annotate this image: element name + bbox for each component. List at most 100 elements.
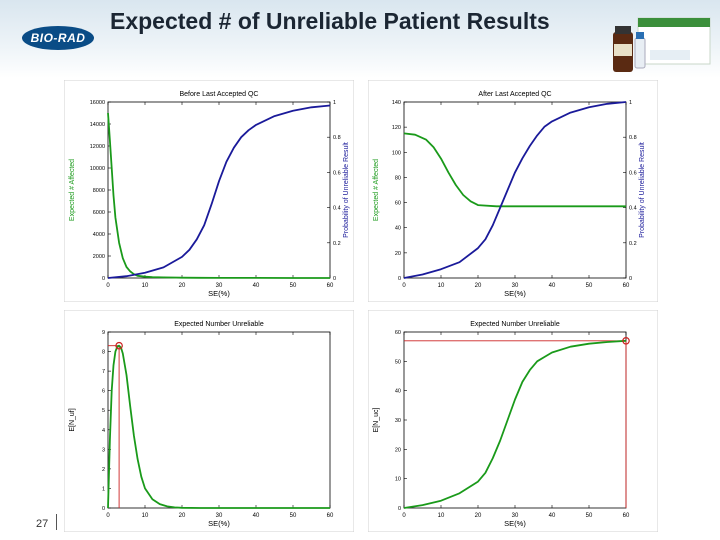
x-tick-label: 10 (142, 513, 149, 519)
y-tick-label: 16000 (90, 100, 105, 106)
chart-title: Expected Number Unreliable (470, 321, 560, 328)
chart-expected-number-unreliable-left: Expected Number Unreliable 0 10 20 30 40 50 60 S… (64, 310, 354, 532)
y-tick-label: 6 (102, 389, 105, 395)
y-tick-label: 4 (102, 428, 105, 434)
x-tick-label: 10 (438, 283, 445, 289)
y-tick-label: 14000 (90, 122, 105, 128)
y2-tick-label: 0.4 (333, 206, 341, 212)
x-tick-label: 0 (106, 283, 110, 289)
y-tick-label: 4000 (93, 232, 105, 238)
y-tick-label: 10 (395, 477, 401, 483)
probability-series-line (107, 104, 331, 279)
x-tick-label: 30 (216, 283, 223, 289)
x-tick-label: 20 (475, 283, 482, 289)
y2-tick-label: 0 (629, 276, 632, 282)
x-tick-label: 0 (402, 513, 406, 519)
max-point-marker (622, 336, 630, 345)
x-tick-label: 30 (512, 513, 519, 519)
plot-area (403, 101, 627, 279)
product-image (613, 17, 711, 72)
y-tick-label: 140 (392, 100, 401, 106)
y-tick-label: 1 (102, 486, 105, 492)
x-tick-label: 10 (438, 513, 445, 519)
y-tick-label: 0 (102, 276, 105, 282)
x-tick-label: 20 (475, 513, 482, 519)
x-axis-label: SE(%) (208, 519, 230, 528)
bio-rad-logo: BIO-RAD (22, 26, 94, 50)
expected-count-series-line (107, 344, 330, 509)
chart-after-last-accepted-qc: After Last Accepted QC 0 10 20 30 40 50 60 SE(%)… (368, 80, 658, 302)
y-tick-label: 0 (398, 506, 401, 512)
x-tick-label: 50 (586, 283, 593, 289)
probability-series-line (403, 101, 627, 279)
y-axis-label: E[N_uf] (69, 408, 76, 431)
y-tick-label: 60 (395, 330, 401, 336)
y-tick-label: 40 (395, 389, 401, 395)
chart-title: Expected Number Unreliable (174, 321, 264, 328)
y-tick-label: 10000 (90, 166, 105, 172)
y-tick-label: 20 (395, 447, 401, 453)
y-tick-label: 8 (102, 350, 105, 356)
x-axis-label: SE(%) (208, 289, 230, 298)
x-tick-label: 10 (142, 283, 149, 289)
y-tick-label: 6000 (93, 210, 105, 216)
y-tick-label: 2 (102, 467, 105, 473)
y2-tick-label: 1 (629, 100, 632, 106)
y2-tick-label: 0.8 (333, 135, 341, 141)
plot-area (107, 101, 331, 279)
y-tick-label: 3 (102, 447, 105, 453)
y-tick-label: 7 (102, 369, 105, 375)
x-tick-label: 40 (253, 513, 260, 519)
y-axis-label: E[N_uc] (373, 407, 380, 432)
x-tick-label: 20 (179, 513, 186, 519)
x-tick-label: 60 (623, 513, 630, 519)
x-tick-label: 50 (290, 513, 297, 519)
slide-header (0, 0, 720, 78)
chart-title: Before Last Accepted QC (180, 91, 259, 98)
chart-before-last-accepted-qc: Before Last Accepted QC 0 10 20 30 40 50 60 SE(%… (64, 80, 354, 302)
y-tick-label: 30 (395, 418, 401, 424)
plot-area (107, 331, 331, 509)
x-tick-label: 60 (327, 513, 334, 519)
y2-tick-label: 0.2 (333, 241, 341, 247)
y2-tick-label: 1 (333, 100, 336, 106)
x-tick-label: 40 (253, 283, 260, 289)
max-point-marker (115, 341, 123, 350)
chart-expected-number-unreliable-right: Expected Number Unreliable 0 10 20 30 40 50 60 S… (368, 310, 658, 532)
x-axis-label: SE(%) (504, 289, 526, 298)
y-tick-label: 8000 (93, 188, 105, 194)
y-axis-label: Expected # Affected (373, 159, 380, 221)
y-tick-label: 80 (395, 175, 401, 181)
y-tick-label: 2000 (93, 254, 105, 260)
page-number: 27 (36, 518, 49, 530)
y2-tick-label: 0.6 (333, 170, 341, 176)
y-axis-label: Expected # Affected (69, 159, 76, 221)
plot-area (403, 331, 627, 509)
x-axis-label: SE(%) (504, 519, 526, 528)
y-tick-label: 0 (102, 506, 105, 512)
x-tick-label: 50 (290, 283, 297, 289)
y-tick-label: 40 (395, 226, 401, 232)
x-tick-label: 0 (402, 283, 406, 289)
y2-tick-label: 0 (333, 276, 336, 282)
x-tick-label: 20 (179, 283, 186, 289)
x-tick-label: 40 (549, 283, 556, 289)
x-tick-label: 30 (512, 283, 519, 289)
y2-tick-label: 0.8 (629, 135, 637, 141)
y-tick-label: 9 (102, 330, 105, 336)
x-tick-label: 0 (106, 513, 110, 519)
y-tick-label: 20 (395, 251, 401, 257)
y-tick-label: 0 (398, 276, 401, 282)
y-tick-label: 5 (102, 408, 105, 414)
y-tick-label: 120 (392, 125, 401, 131)
x-tick-label: 60 (327, 283, 334, 289)
x-tick-label: 40 (549, 513, 556, 519)
y2-tick-label: 0.6 (629, 170, 637, 176)
expected-count-series-line (403, 339, 627, 509)
y-tick-label: 100 (392, 150, 401, 156)
y-tick-label: 12000 (90, 144, 105, 150)
chart-title: After Last Accepted QC (478, 91, 551, 98)
y2-tick-label: 0.4 (629, 206, 637, 212)
x-tick-label: 30 (216, 513, 223, 519)
y2-tick-label: 0.2 (629, 241, 637, 247)
